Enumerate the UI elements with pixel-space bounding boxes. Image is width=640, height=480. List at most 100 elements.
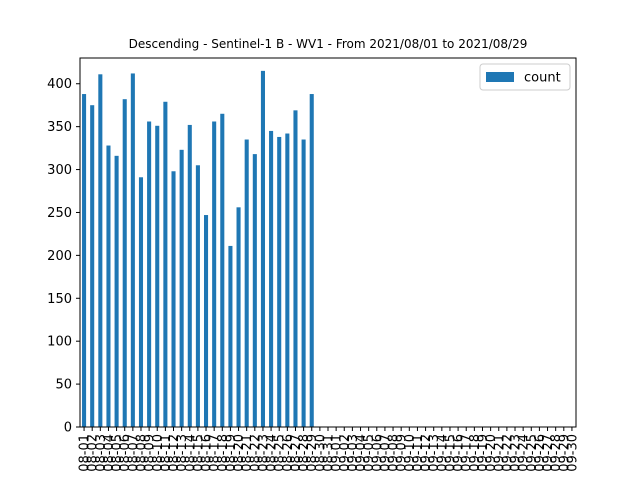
bar-08-14 bbox=[187, 124, 192, 428]
x-tick-label: 09-19 bbox=[476, 434, 491, 472]
x-tick-label: 08-18 bbox=[216, 434, 231, 472]
x-tick-label: 08-28 bbox=[297, 434, 312, 472]
bar-08-16 bbox=[204, 215, 209, 427]
y-tick-label: 350 bbox=[47, 120, 72, 135]
bar-08-12 bbox=[171, 171, 176, 427]
x-tick-label: 09-22 bbox=[500, 434, 515, 472]
plot-frame bbox=[79, 57, 577, 428]
x-tick-label: 08-19 bbox=[224, 434, 239, 472]
x-tick-label: 09-07 bbox=[378, 434, 393, 472]
x-tick-label: 09-14 bbox=[435, 434, 450, 472]
bar-08-05 bbox=[114, 155, 119, 427]
x-tick-label: 08-08 bbox=[134, 434, 149, 472]
x-tick-label: 08-03 bbox=[94, 434, 109, 472]
x-tick-label: 08-24 bbox=[265, 434, 280, 472]
x-tick-label: 08-17 bbox=[208, 434, 223, 472]
x-tick-label: 08-31 bbox=[322, 434, 337, 472]
x-tick-label: 09-24 bbox=[517, 434, 532, 472]
x-tick-label: 08-10 bbox=[151, 434, 166, 472]
x-tick-label: 09-16 bbox=[452, 434, 467, 472]
x-tick-label: 09-01 bbox=[330, 434, 345, 472]
bar-08-17 bbox=[212, 121, 217, 427]
x-tick-label: 09-15 bbox=[443, 434, 458, 472]
x-tick-label: 09-26 bbox=[533, 434, 548, 472]
legend-label: count bbox=[524, 71, 561, 86]
bar-08-11 bbox=[163, 101, 168, 428]
x-tick-label: 08-01 bbox=[78, 434, 93, 472]
bar-08-09 bbox=[147, 121, 152, 427]
x-tick-label: 09-28 bbox=[549, 434, 564, 472]
x-tick-label: 08-05 bbox=[110, 434, 125, 472]
chart-title: Descending - Sentinel-1 B - WV1 - From 2… bbox=[129, 37, 528, 51]
bar-08-03 bbox=[98, 74, 103, 428]
x-tick-label: 08-27 bbox=[289, 434, 304, 472]
x-tick-label: 09-12 bbox=[419, 434, 434, 472]
bar-08-25 bbox=[277, 136, 282, 427]
bar-08-21 bbox=[244, 139, 249, 427]
x-tick-label: 09-25 bbox=[525, 434, 540, 472]
x-tick-label: 08-04 bbox=[102, 434, 117, 472]
x-tick-label: 09-11 bbox=[411, 434, 426, 472]
bar-08-24 bbox=[269, 130, 274, 427]
x-tick-label: 08-23 bbox=[256, 434, 271, 472]
bars-layer bbox=[82, 70, 314, 428]
bar-08-07 bbox=[130, 73, 135, 427]
x-tick-label: 09-06 bbox=[370, 434, 385, 472]
y-tick-label: 150 bbox=[47, 292, 72, 307]
y-tick-label: 0 bbox=[64, 421, 72, 436]
x-tick-label: 09-29 bbox=[557, 434, 572, 472]
x-tick-label: 08-13 bbox=[175, 434, 190, 472]
bar-08-23 bbox=[260, 70, 265, 428]
x-tick-label: 08-14 bbox=[183, 434, 198, 472]
x-tick-label: 08-21 bbox=[240, 434, 255, 472]
bar-08-15 bbox=[195, 165, 200, 427]
x-tick-label: 08-09 bbox=[143, 434, 158, 472]
y-tick-label: 300 bbox=[47, 163, 72, 178]
bar-08-19 bbox=[228, 245, 233, 427]
x-tick-label: 08-12 bbox=[167, 434, 182, 472]
x-tick-label: 09-21 bbox=[492, 434, 507, 472]
x-tick-label: 08-29 bbox=[305, 434, 320, 472]
x-tick-label: 09-20 bbox=[484, 434, 499, 472]
x-tick-label: 08-07 bbox=[126, 434, 141, 472]
bar-08-20 bbox=[236, 207, 241, 427]
x-tick-label: 09-30 bbox=[565, 434, 580, 472]
bar-08-29 bbox=[309, 94, 314, 427]
legend: count bbox=[479, 63, 571, 91]
bar-08-13 bbox=[179, 149, 184, 427]
y-tick-label: 100 bbox=[47, 335, 72, 350]
legend-swatch bbox=[486, 72, 514, 82]
x-tick-label: 09-10 bbox=[403, 434, 418, 472]
bar-08-28 bbox=[301, 139, 306, 427]
bar-08-26 bbox=[285, 133, 290, 427]
x-tick-label: 09-03 bbox=[346, 434, 361, 472]
x-tick-label: 08-11 bbox=[159, 434, 174, 472]
x-tick-label: 08-25 bbox=[273, 434, 288, 472]
legend-box bbox=[479, 63, 571, 91]
bar-08-01 bbox=[82, 94, 87, 427]
x-tick-label: 09-02 bbox=[338, 434, 353, 472]
x-tick-label: 09-27 bbox=[541, 434, 556, 472]
y-tick-label: 250 bbox=[47, 206, 72, 221]
x-tick-label: 08-06 bbox=[118, 434, 133, 472]
x-tick-label: 08-15 bbox=[191, 434, 206, 472]
bar-08-10 bbox=[155, 125, 160, 427]
x-tick-label: 08-02 bbox=[86, 434, 101, 472]
x-tick-label: 09-17 bbox=[460, 434, 475, 472]
y-tick-label: 50 bbox=[55, 378, 72, 393]
bar-08-22 bbox=[252, 154, 257, 428]
x-tick-label: 08-16 bbox=[200, 434, 215, 472]
y-tick-label: 200 bbox=[47, 249, 72, 264]
x-tick-label: 09-05 bbox=[362, 434, 377, 472]
x-tick-label: 09-09 bbox=[395, 434, 410, 472]
bar-08-18 bbox=[220, 113, 225, 427]
x-tick-label: 08-22 bbox=[248, 434, 263, 472]
x-tick-label: 09-08 bbox=[387, 434, 402, 472]
x-tick-label: 08-20 bbox=[232, 434, 247, 472]
x-tick-label: 09-23 bbox=[509, 434, 524, 472]
y-tick-label: 400 bbox=[47, 77, 72, 92]
bar-08-08 bbox=[138, 177, 144, 427]
bar-08-27 bbox=[293, 110, 298, 427]
x-tick-label: 09-04 bbox=[354, 434, 369, 472]
